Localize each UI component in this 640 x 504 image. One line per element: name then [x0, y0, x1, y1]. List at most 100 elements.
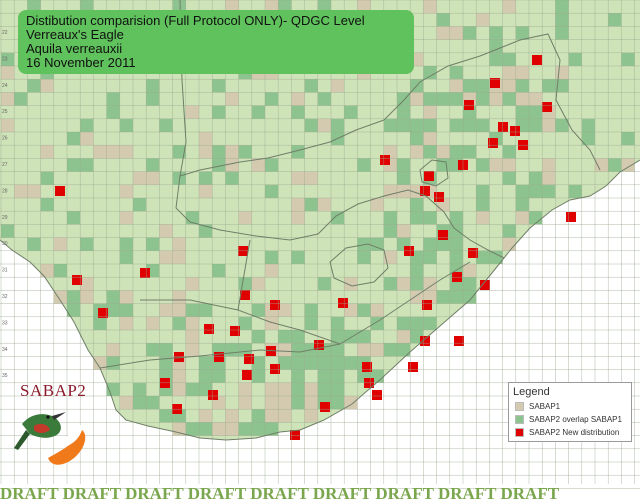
- new-distribution-cell: [372, 390, 382, 400]
- overlap-cell: [212, 105, 226, 119]
- overlap-cell: [146, 396, 160, 410]
- draft-word: DRAFT: [375, 484, 434, 503]
- sabap1-cell: [172, 382, 186, 396]
- overlap-cell: [133, 396, 147, 410]
- sabap1-cell: [172, 369, 186, 383]
- overlap-cell: [502, 52, 516, 66]
- sabap1-cell: [515, 211, 529, 225]
- legend-title: Legend: [513, 386, 550, 398]
- overlap-cell: [331, 316, 345, 330]
- sabap1-cell: [410, 145, 424, 159]
- latitude-label: 34: [2, 347, 8, 353]
- sabap1-cell: [225, 145, 239, 159]
- sabap1-cell: [238, 382, 252, 396]
- new-distribution-cell: [140, 268, 150, 278]
- draft-word: DRAFT: [312, 484, 372, 503]
- overlap-cell: [449, 250, 463, 264]
- overlap-cell: [410, 277, 424, 291]
- sabap1-cell: [278, 343, 292, 357]
- overlap-cell: [357, 303, 371, 317]
- sabap1-cell: [106, 145, 120, 159]
- sabap1-cell: [225, 158, 239, 172]
- sabap1-cell: [93, 356, 107, 370]
- new-distribution-cell: [362, 362, 372, 372]
- sabap1-cell: [80, 132, 94, 146]
- sabap1-cell: [185, 330, 199, 344]
- sabap1-cell: [238, 396, 252, 410]
- overlap-cell: [621, 132, 635, 146]
- overlap-cell: [317, 369, 331, 383]
- new-distribution-cell: [55, 186, 65, 196]
- sabap1-cell: [265, 382, 279, 396]
- sabap1-cell: [119, 316, 133, 330]
- sabap1-cell: [397, 224, 411, 238]
- sabap1-cell: [291, 92, 305, 106]
- overlap-cell: [383, 224, 397, 238]
- overlap-cell: [449, 237, 463, 251]
- overlap-cell: [238, 343, 252, 357]
- sabap1-cell: [383, 250, 397, 264]
- overlap-cell: [185, 382, 199, 396]
- overlap-cell: [119, 237, 133, 251]
- overlap-cell: [119, 303, 133, 317]
- sabap1-swatch: [515, 402, 524, 411]
- overlap-cell: [476, 198, 490, 212]
- sabap1-cell: [199, 132, 213, 146]
- latitude-label: 22: [2, 30, 8, 36]
- overlap-cell: [251, 422, 265, 436]
- overlap-cell: [40, 171, 54, 185]
- new-distribution-cell: [422, 300, 432, 310]
- overlap-cell: [423, 211, 437, 225]
- overlap-cell: [423, 92, 437, 106]
- latitude-label: 24: [2, 83, 8, 89]
- sabap1-cell: [40, 79, 54, 93]
- sabap1-cell: [304, 396, 318, 410]
- draft-word: DRAFT: [437, 484, 497, 503]
- overlap-cell: [80, 118, 94, 132]
- sabap1-cell: [397, 330, 411, 344]
- sabap1-cell: [595, 158, 609, 172]
- new-distribution-cell: [424, 171, 434, 181]
- overlap-cell: [397, 105, 411, 119]
- overlap-cell: [291, 396, 305, 410]
- overlap-cell: [423, 250, 437, 264]
- new-distribution-cell: [490, 78, 500, 88]
- overlap-cell: [291, 145, 305, 159]
- overlap-cell: [291, 356, 305, 370]
- overlap-cell: [436, 237, 450, 251]
- sabap1-cell: [185, 277, 199, 291]
- sabap1-cell: [555, 66, 569, 80]
- sabap1-cell: [291, 198, 305, 212]
- sabap1-cell: [40, 264, 54, 278]
- sabap1-cell: [344, 277, 358, 291]
- sabap1-cell: [199, 145, 213, 159]
- new-distribution-cell: [434, 192, 444, 202]
- overlap-cell: [436, 290, 450, 304]
- sabap1-cell: [476, 211, 490, 225]
- sabap1-cell: [53, 290, 67, 304]
- sabap1-cell: [489, 158, 503, 172]
- overlap-cell: [621, 52, 635, 66]
- sabap1-cell: [119, 290, 133, 304]
- species-scientific-name: Aquila verreauxii: [26, 41, 123, 56]
- overlap-cell: [383, 211, 397, 225]
- draft-word: DRAFT: [125, 484, 184, 503]
- sabap1-cell: [542, 171, 556, 185]
- sabap1-cell: [542, 118, 556, 132]
- overlap-cell: [449, 211, 463, 225]
- overlap-cell: [476, 250, 490, 264]
- overlap-cell: [278, 330, 292, 344]
- overlap-cell: [489, 26, 503, 40]
- species-common-name: Verreaux's Eagle: [26, 27, 124, 42]
- new-distribution-cell: [480, 280, 490, 290]
- overlap-cell: [397, 316, 411, 330]
- overlap-cell: [463, 277, 477, 291]
- sabap1-cell: [265, 409, 279, 423]
- overlap-cell: [397, 343, 411, 357]
- overlap-cell: [476, 118, 490, 132]
- sabap1-cell: [344, 396, 358, 410]
- draft-watermark: DRAFT DRAFT DRAFT DRAFT DRAFT DRAFT DRAFT DRAFT…: [0, 484, 640, 504]
- overlap-cell: [529, 184, 543, 198]
- overlap-cell: [291, 369, 305, 383]
